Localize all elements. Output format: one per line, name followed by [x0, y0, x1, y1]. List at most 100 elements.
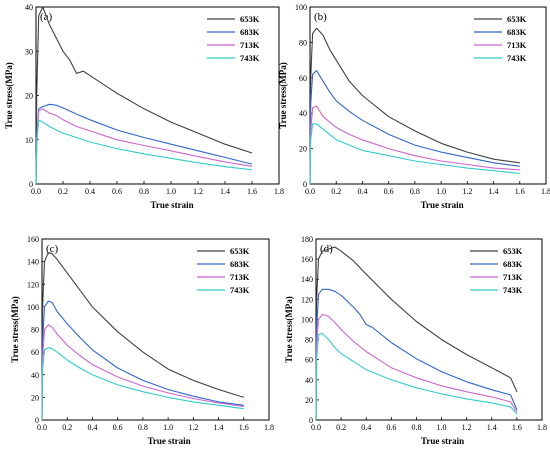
y-tick-label: 60	[299, 74, 307, 83]
y-tick-label: 20	[31, 393, 39, 402]
y-tick-label: 60	[305, 356, 313, 365]
y-tick-label: 0	[303, 180, 307, 189]
series-line	[41, 347, 244, 421]
x-tick-label: 1.4	[487, 423, 497, 432]
x-tick-label: 1.0	[437, 423, 447, 432]
x-tick-label: 0.4	[361, 423, 371, 432]
legend-label: 743K	[240, 53, 260, 63]
x-tick-label: 1.6	[512, 423, 522, 432]
legend-label: 713K	[507, 40, 527, 50]
x-tick-label: 1.8	[541, 187, 550, 196]
x-tick-label: 0.0	[31, 187, 41, 196]
legend-label: 743K	[230, 285, 250, 295]
y-tick-label: 120	[27, 280, 39, 289]
x-tick-label: 1.2	[462, 187, 472, 196]
series-line	[315, 332, 518, 421]
y-axis-label: True stress(MPa)	[284, 296, 294, 362]
chart-panel: 0.0 0.2 0.4 0.6 0.8 1.0 1.2 1.4 1.6 1.8 0 20 40 60 80 1…	[284, 235, 547, 446]
y-tick-label: 100	[27, 303, 39, 312]
chart-panel: 0.0 0.2 0.4 0.6 0.8 1.0 1.2 1.4 1.6 1.8 0 20 40 60 80 1…	[278, 3, 550, 210]
series-line	[309, 105, 520, 185]
y-axis-label: True stress(MPa)	[10, 296, 20, 362]
x-tick-label: 0.2	[336, 423, 346, 432]
legend-label: 653K	[230, 246, 250, 256]
y-tick-label: 20	[299, 145, 307, 154]
y-tick-label: 140	[301, 275, 313, 284]
series-line	[315, 288, 518, 421]
legend-label: 653K	[240, 14, 260, 24]
y-tick-label: 40	[31, 371, 39, 380]
y-tick-label: 100	[295, 3, 307, 12]
y-tick-label: 120	[301, 295, 313, 304]
legend-label: 743K	[507, 53, 527, 63]
y-tick-label: 20	[25, 92, 33, 101]
x-tick-label: 0.8	[138, 423, 148, 432]
panel-label: (c)	[46, 243, 59, 255]
x-axis-label: True strain	[421, 436, 464, 446]
x-tick-label: 1.6	[247, 187, 257, 196]
x-tick-label: 1.8	[264, 423, 274, 432]
legend-label: 653K	[507, 14, 527, 24]
x-tick-label: 0.6	[112, 187, 122, 196]
legend-label: 743K	[503, 285, 523, 295]
x-tick-label: 0.0	[305, 187, 315, 196]
series-line	[35, 103, 253, 185]
x-tick-label: 1.8	[537, 423, 547, 432]
x-tick-label: 1.8	[274, 187, 284, 196]
series-line	[309, 70, 520, 185]
y-tick-label: 0	[35, 416, 39, 425]
series-line	[315, 246, 518, 421]
legend-label: 683K	[503, 259, 523, 269]
x-tick-label: 0.8	[139, 187, 149, 196]
x-tick-label: 1.4	[220, 187, 230, 196]
x-tick-label: 0.8	[410, 187, 420, 196]
series-line	[309, 27, 520, 185]
chart-panel: 0.0 0.2 0.4 0.6 0.8 1.0 1.2 1.4 1.6 1.8 0 10 20 30 40 T…	[4, 3, 284, 210]
x-tick-label: 0.2	[58, 187, 68, 196]
x-tick-label: 0.6	[113, 423, 123, 432]
x-tick-label: 0.2	[62, 423, 72, 432]
y-tick-label: 10	[25, 136, 33, 145]
x-axis-label: True strain	[421, 200, 464, 210]
y-tick-label: 160	[301, 255, 313, 264]
x-tick-label: 1.6	[515, 187, 525, 196]
series-line	[35, 6, 253, 185]
y-tick-label: 80	[305, 336, 313, 345]
legend-label: 713K	[230, 272, 250, 282]
x-axis-label: True strain	[148, 436, 191, 446]
series-line	[35, 119, 253, 185]
x-tick-label: 0.4	[85, 187, 95, 196]
y-tick-label: 0	[29, 180, 33, 189]
x-tick-label: 1.2	[462, 423, 472, 432]
x-tick-label: 0.8	[411, 423, 421, 432]
plot-frame	[309, 6, 547, 185]
legend-label: 713K	[240, 40, 260, 50]
series-line	[315, 313, 518, 421]
series-line	[41, 300, 244, 421]
x-tick-label: 1.0	[166, 187, 176, 196]
y-axis-label: True stress(MPa)	[4, 62, 14, 128]
y-tick-label: 140	[27, 258, 39, 267]
y-tick-label: 40	[25, 3, 33, 12]
y-tick-label: 60	[31, 348, 39, 357]
x-tick-label: 0.0	[37, 423, 47, 432]
legend-label: 713K	[503, 272, 523, 282]
x-tick-label: 1.2	[193, 187, 203, 196]
x-tick-label: 0.6	[384, 187, 394, 196]
x-axis-label: True strain	[151, 200, 194, 210]
y-tick-label: 80	[299, 38, 307, 47]
y-tick-label: 20	[305, 396, 313, 405]
series-line	[41, 324, 244, 421]
chart-panel: 0.0 0.2 0.4 0.6 0.8 1.0 1.2 1.4 1.6 1.8 0 20 40 60 80 1…	[10, 235, 274, 446]
y-tick-label: 80	[31, 326, 39, 335]
x-tick-label: 1.2	[188, 423, 198, 432]
x-tick-label: 0.4	[87, 423, 97, 432]
y-tick-label: 160	[27, 235, 39, 244]
y-tick-label: 0	[309, 416, 313, 425]
legend-label: 683K	[240, 27, 260, 37]
series-line	[309, 123, 520, 185]
y-tick-label: 100	[301, 315, 313, 324]
y-tick-label: 40	[299, 109, 307, 118]
series-line	[35, 108, 253, 185]
x-tick-label: 0.4	[357, 187, 367, 196]
